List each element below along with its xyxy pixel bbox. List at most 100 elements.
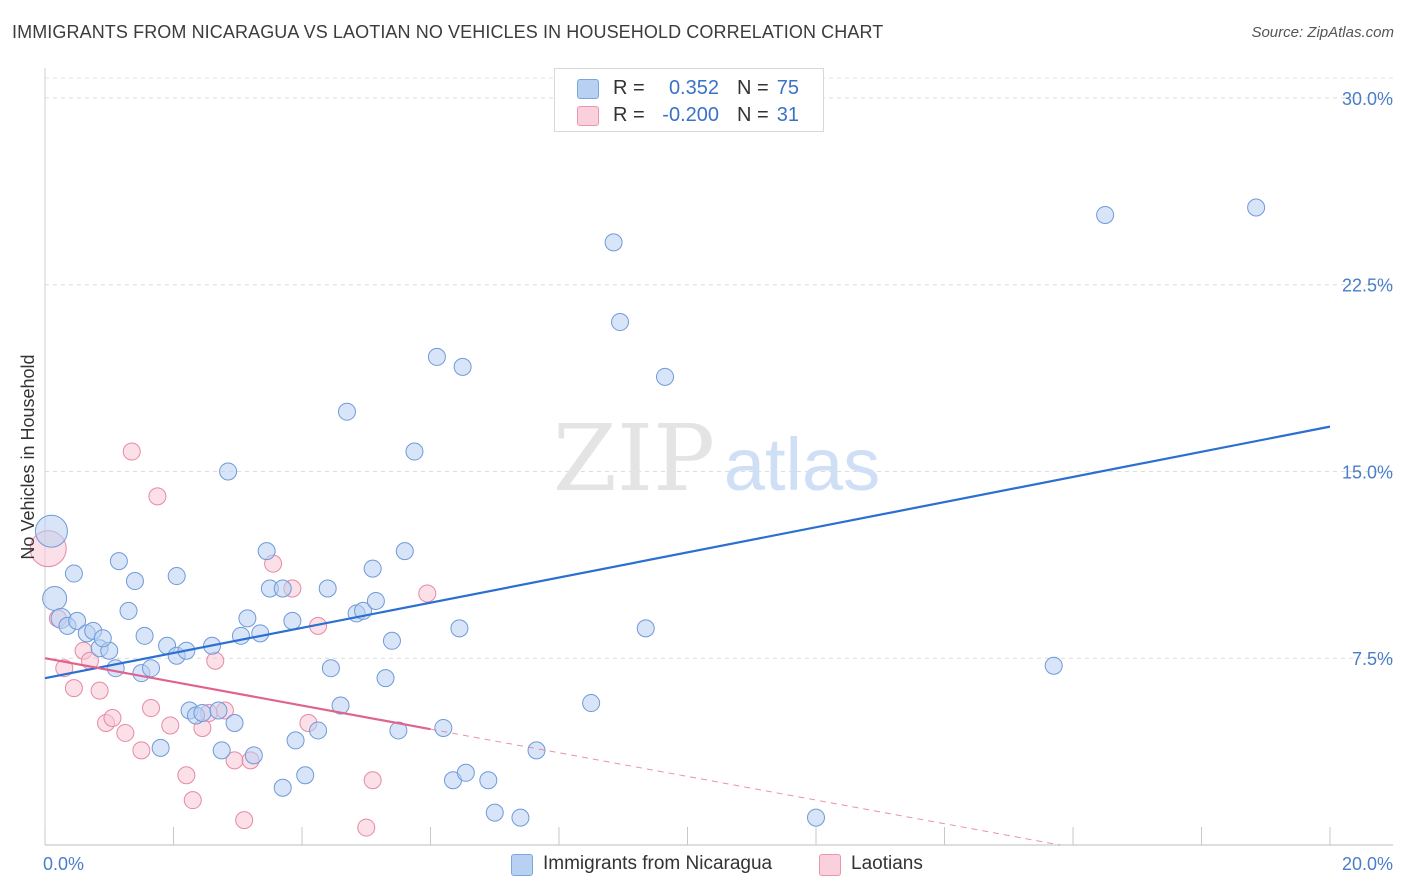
nicaragua-point [135, 626, 154, 645]
nicaragua-point [167, 567, 186, 586]
nicaragua-point [1247, 198, 1266, 217]
series-label-laotians: Laotians [851, 853, 923, 874]
legend-r-value: 0.352 [668, 77, 719, 99]
nicaragua-point [636, 619, 655, 638]
nicaragua-point [331, 696, 350, 715]
legend-n-label: N = [737, 77, 769, 99]
nicaragua-point [485, 803, 504, 822]
nicaragua-point [453, 357, 472, 376]
nicaragua-point [273, 778, 292, 797]
chart-title: IMMIGRANTS FROM NICARAGUA VS LAOTIAN NO … [12, 22, 884, 42]
series-label-nicaragua: Immigrants from Nicaragua [543, 853, 773, 874]
axes [44, 68, 1393, 846]
nicaragua-point [321, 659, 340, 678]
legend-r-label: R = [613, 104, 645, 126]
nicaragua-trend-line [44, 425, 1331, 680]
legend-n-value: 31 [776, 104, 799, 126]
nicaragua-point [151, 738, 170, 757]
nicaragua-point [34, 514, 68, 548]
laotians-point [132, 741, 151, 760]
nicaragua-point [382, 631, 401, 650]
laotians-point [363, 771, 382, 790]
watermark: ZIP atlas [553, 405, 880, 512]
nicaragua-point [296, 766, 315, 785]
nicaragua-point [318, 579, 337, 598]
series-swatch-laotians [819, 854, 841, 876]
nicaragua-point [456, 763, 475, 782]
nicaragua-point [219, 462, 238, 481]
nicaragua-point [142, 659, 161, 678]
nicaragua-point [209, 701, 228, 720]
laotians-trend-extension [430, 728, 1061, 846]
nicaragua-point [273, 579, 292, 598]
nicaragua-point [251, 624, 270, 643]
nicaragua-point [193, 704, 212, 723]
series-legend: Immigrants from Nicaragua Laotians [0, 852, 1406, 878]
nicaragua-point [450, 619, 469, 638]
laotians-point [206, 651, 225, 670]
nicaragua-point [427, 347, 446, 366]
nicaragua-point [64, 564, 83, 583]
nicaragua-point [656, 367, 675, 386]
y-axis-title: No Vehicles in Household [18, 354, 38, 559]
watermark-atlas: atlas [724, 423, 880, 506]
nicaragua-point [283, 611, 302, 630]
legend-swatch-laotians [577, 106, 599, 126]
laotians-point [122, 442, 141, 461]
laotians-point [116, 723, 135, 742]
laotians-point [418, 584, 437, 603]
nicaragua-point [389, 721, 408, 740]
laotians-point [183, 791, 202, 810]
laotians-point [103, 708, 122, 727]
legend-r-value: -0.200 [662, 104, 719, 126]
nicaragua-point [337, 402, 356, 421]
laotians-trend-line [44, 657, 431, 731]
trend-lines [44, 425, 1331, 846]
y-tick-label-3: 30.0% [1342, 89, 1393, 109]
nicaragua-point [109, 552, 128, 571]
laotians-point [148, 487, 167, 506]
legend-n-value: 75 [776, 77, 799, 99]
laotians-point [90, 681, 109, 700]
nicaragua-point [582, 694, 601, 713]
nicaragua-point [238, 609, 257, 628]
legend-r-label: R = [613, 77, 645, 99]
laotians-point [161, 716, 180, 735]
y-tick-labels: 7.5% 15.0% 22.5% 30.0% [1342, 89, 1393, 669]
nicaragua-point [93, 629, 112, 648]
nicaragua-point [376, 669, 395, 688]
nicaragua-point [1096, 205, 1115, 224]
nicaragua-point [434, 718, 453, 737]
nicaragua-point [611, 313, 630, 332]
laotians-point [235, 811, 254, 830]
watermark-zip: ZIP [553, 405, 715, 512]
nicaragua-point [257, 542, 276, 561]
x-tick-labels: 0.0% 20.0% [43, 854, 1393, 874]
nicaragua-point [366, 591, 385, 610]
nicaragua-point [286, 731, 305, 750]
nicaragua-point [225, 713, 244, 732]
laotians-point [357, 818, 376, 837]
legend-swatch-nicaragua [577, 79, 599, 99]
y-tick-label-2: 22.5% [1342, 276, 1393, 296]
nicaragua-point [42, 585, 68, 611]
nicaragua-point [244, 746, 263, 765]
nicaragua-point [479, 771, 498, 790]
y-tick-label-0: 7.5% [1352, 649, 1393, 669]
x-tick-label-1: 20.0% [1342, 854, 1393, 874]
nicaragua-point [68, 611, 87, 630]
nicaragua-point [511, 808, 530, 827]
x-tick-label-0: 0.0% [43, 854, 84, 874]
laotians-point [177, 766, 196, 785]
nicaragua-point [807, 808, 825, 827]
laotians-point [142, 699, 161, 718]
nicaragua-point [212, 741, 231, 760]
nicaragua-point [527, 741, 546, 760]
laotians-point [64, 679, 83, 698]
nicaragua-point [125, 572, 144, 591]
nicaragua-point [405, 442, 424, 461]
correlation-legend: R = 0.352 N = 75 R = -0.200 N = 31 [554, 68, 824, 132]
series-swatch-nicaragua [511, 854, 533, 876]
nicaragua-point [395, 542, 414, 561]
